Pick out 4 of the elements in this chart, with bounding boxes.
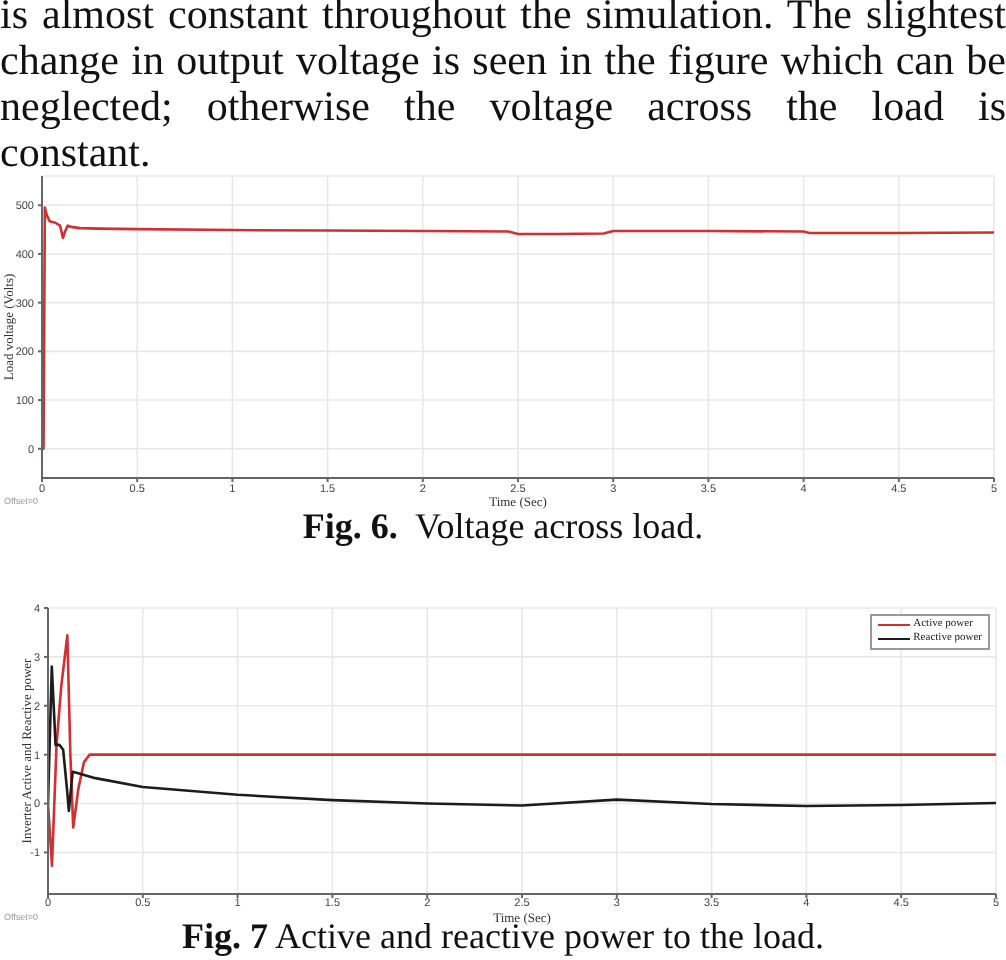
line-series: [48, 634, 996, 867]
line-series: [42, 206, 994, 451]
caption: Fig. 6. Voltage across load.: [300, 506, 706, 546]
line-series: [48, 665, 996, 813]
